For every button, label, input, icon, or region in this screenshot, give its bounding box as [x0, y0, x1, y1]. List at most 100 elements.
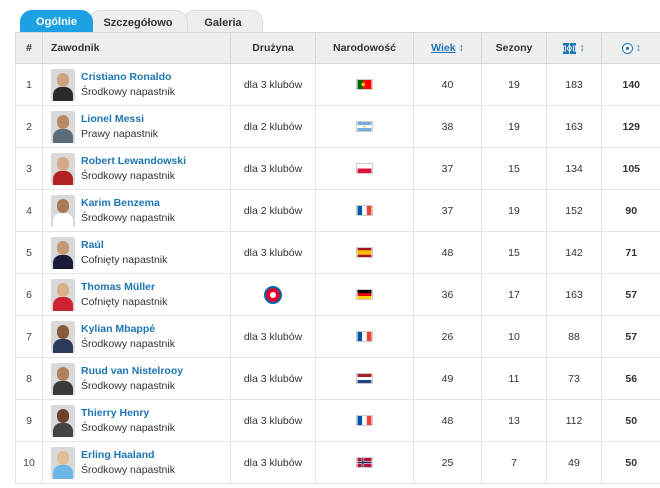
table-row[interactable]: 4 Karim Benzema Środkowy napastnik dla 2 kl…	[15, 189, 660, 232]
rank-cell: 2	[15, 105, 43, 148]
sort-icon[interactable]: ↕	[579, 42, 585, 54]
goals-cell: 71	[601, 231, 660, 274]
player-name-link[interactable]: Karim Benzema	[81, 196, 160, 209]
team-text[interactable]: dla 3 klubów	[243, 456, 303, 469]
seasons-cell: 19	[481, 105, 547, 148]
tab-overview[interactable]: Ogólnie	[20, 10, 93, 36]
nationality-cell	[315, 63, 414, 106]
spain-flag-icon[interactable]	[356, 247, 373, 259]
table-row[interactable]: 7 Kylian Mbappé Środkowy napastnik dla 3 kl…	[15, 315, 660, 358]
player-name-link[interactable]: Raúl	[81, 238, 104, 251]
sort-icon[interactable]: ↕	[635, 42, 641, 54]
portugal-flag-icon[interactable]	[356, 79, 373, 91]
france-flag-icon[interactable]	[356, 331, 373, 343]
rank-cell: 1	[15, 63, 43, 106]
player-name-link[interactable]: Thierry Henry	[81, 406, 150, 419]
netherlands-flag-icon[interactable]	[356, 373, 373, 385]
table-row[interactable]: 6 Thomas Müller Cofnięty napastnik 36 17 163 5…	[15, 273, 660, 316]
seasons-cell: 17	[481, 273, 547, 316]
player-cell: Robert Lewandowski Środkowy napastnik	[42, 147, 231, 190]
ball-icon[interactable]	[621, 42, 633, 54]
age-cell: 48	[413, 231, 482, 274]
player-photo[interactable]	[51, 278, 75, 311]
player-photo[interactable]	[51, 152, 75, 185]
norway-flag-icon[interactable]	[356, 457, 373, 469]
header-nationality: Narodowość	[315, 32, 414, 64]
rank-cell: 3	[15, 147, 43, 190]
nationality-cell	[315, 147, 414, 190]
pitch-icon[interactable]	[563, 42, 577, 54]
player-position: Prawy napastnik	[81, 127, 159, 140]
nationality-cell	[315, 399, 414, 442]
nationality-cell	[315, 357, 414, 400]
player-position: Cofnięty napastnik	[81, 295, 168, 308]
team-text[interactable]: dla 3 klubów	[243, 162, 303, 175]
player-photo[interactable]	[51, 320, 75, 353]
team-cell: dla 3 klubów	[230, 147, 316, 190]
poland-flag-icon[interactable]	[356, 163, 373, 175]
team-text[interactable]: dla 2 klubów	[243, 204, 303, 217]
table-row[interactable]: 2 Lionel Messi Prawy napastnik dla 2 klubów…	[15, 105, 660, 148]
table-row[interactable]: 5 Raúl Cofnięty napastnik dla 3 klubów 48 15 1…	[15, 231, 660, 274]
seasons-cell: 19	[481, 63, 547, 106]
player-photo[interactable]	[51, 362, 75, 395]
player-name-link[interactable]: Lionel Messi	[81, 112, 145, 125]
matches-cell: 142	[546, 231, 602, 274]
player-photo[interactable]	[51, 404, 75, 437]
table-row[interactable]: 3 Robert Lewandowski Środkowy napastnik dla…	[15, 147, 660, 190]
player-cell: Raúl Cofnięty napastnik	[42, 231, 231, 274]
player-name-link[interactable]: Robert Lewandowski	[81, 154, 187, 167]
team-cell: dla 3 klubów	[230, 441, 316, 484]
team-cell: dla 3 klubów	[230, 399, 316, 442]
france-flag-icon[interactable]	[356, 205, 373, 217]
argentina-flag-icon[interactable]	[356, 121, 373, 133]
nationality-cell	[315, 105, 414, 148]
header-rank: #	[15, 32, 43, 64]
seasons-cell: 15	[481, 231, 547, 274]
player-position: Środkowy napastnik	[81, 421, 175, 434]
team-text[interactable]: dla 3 klubów	[243, 78, 303, 91]
team-text[interactable]: dla 3 klubów	[243, 372, 303, 385]
player-photo[interactable]	[51, 446, 75, 479]
player-photo[interactable]	[51, 110, 75, 143]
team-text[interactable]: dla 3 klubów	[243, 330, 303, 343]
team-text[interactable]: dla 2 klubów	[243, 120, 303, 133]
player-cell: Cristiano Ronaldo Środkowy napastnik	[42, 63, 231, 106]
player-name-link[interactable]: Cristiano Ronaldo	[81, 70, 172, 83]
nationality-cell	[315, 189, 414, 232]
player-cell: Erling Haaland Środkowy napastnik	[42, 441, 231, 484]
table-row[interactable]: 1 Cristiano Ronaldo Środkowy napastnik dla …	[15, 63, 660, 106]
matches-cell: 183	[546, 63, 602, 106]
bayern-munich-crest-icon[interactable]	[264, 285, 282, 304]
france-flag-icon[interactable]	[356, 415, 373, 427]
table-row[interactable]: 9 Thierry Henry Środkowy napastnik dla 3 kl…	[15, 399, 660, 442]
sort-icon[interactable]: ↕	[458, 42, 464, 54]
player-position: Środkowy napastnik	[81, 463, 175, 476]
player-photo[interactable]	[51, 236, 75, 269]
player-name-link[interactable]: Erling Haaland	[81, 448, 155, 461]
header-age[interactable]: Wiek ↕	[413, 32, 482, 64]
player-photo[interactable]	[51, 68, 75, 101]
table-row[interactable]: 8 Ruud van Nistelrooy Środkowy napastnik dl…	[15, 357, 660, 400]
header-seasons: Sezony	[481, 32, 547, 64]
player-cell: Karim Benzema Środkowy napastnik	[42, 189, 231, 232]
age-cell: 38	[413, 105, 482, 148]
team-text[interactable]: dla 3 klubów	[243, 414, 303, 427]
player-photo[interactable]	[51, 194, 75, 227]
age-cell: 36	[413, 273, 482, 316]
header-goals[interactable]: ↕	[601, 32, 660, 64]
sort-age-link[interactable]: Wiek	[431, 42, 456, 54]
player-name-link[interactable]: Kylian Mbappé	[81, 322, 156, 335]
goals-cell: 140	[601, 63, 660, 106]
team-text[interactable]: dla 3 klubów	[243, 246, 303, 259]
goals-cell: 90	[601, 189, 660, 232]
rank-cell: 5	[15, 231, 43, 274]
goals-cell: 57	[601, 273, 660, 316]
germany-flag-icon[interactable]	[356, 289, 373, 301]
table-row[interactable]: 10 Erling Haaland Środkowy napastnik dla 3 …	[15, 441, 660, 484]
nationality-cell	[315, 231, 414, 274]
rank-cell: 9	[15, 399, 43, 442]
header-matches[interactable]: ↕	[546, 32, 602, 64]
player-name-link[interactable]: Thomas Müller	[81, 280, 156, 293]
player-name-link[interactable]: Ruud van Nistelrooy	[81, 364, 184, 377]
